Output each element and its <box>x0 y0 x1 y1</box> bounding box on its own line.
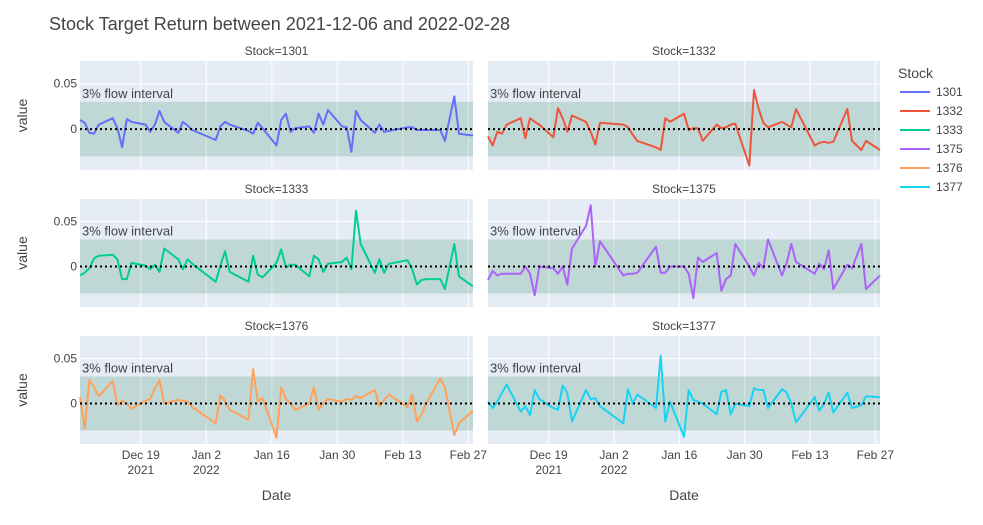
series-line-1376 <box>79 368 474 439</box>
x-tick-label: Jan 30 <box>727 448 763 462</box>
plot-background <box>80 336 473 444</box>
y-tick-label: 0.05 <box>54 352 78 366</box>
y-tick-label: 0.05 <box>54 77 78 91</box>
y-tick-label: 0 <box>70 122 77 136</box>
plot-background <box>80 199 473 307</box>
panel-label: Stock=1301 <box>245 44 309 58</box>
legend-item-1376[interactable]: 1376 <box>900 161 963 175</box>
legend-item-1377[interactable]: 1377 <box>900 180 963 194</box>
x-tick-label: Dec 19 <box>122 448 160 462</box>
flow-interval-label: 3% flow interval <box>490 86 581 101</box>
x-axis-title: Date <box>669 487 699 503</box>
panel-label: Stock=1333 <box>245 182 309 196</box>
y-axis-title: value <box>14 236 30 270</box>
x-tick-label: Jan 2 <box>192 448 222 462</box>
panel-1375: 3% flow interval Stock=1375 <box>487 182 881 307</box>
legend-label: 1377 <box>936 180 963 194</box>
x-tick-year-label: 2021 <box>127 463 154 477</box>
legend-item-1301[interactable]: 1301 <box>900 85 963 99</box>
legend-item-1332[interactable]: 1332 <box>900 104 963 118</box>
series-line-1377 <box>487 354 881 438</box>
x-tick-year-label: 2021 <box>535 463 562 477</box>
panel-label: Stock=1377 <box>652 319 716 333</box>
panel-label: Stock=1332 <box>652 44 716 58</box>
flow-interval-label: 3% flow interval <box>490 361 581 376</box>
x-axis-title: Date <box>262 487 292 503</box>
x-tick-label: Jan 16 <box>254 448 290 462</box>
plot-background <box>80 61 473 170</box>
flow-interval-label: 3% flow interval <box>82 361 173 376</box>
legend-label: 1301 <box>936 85 963 99</box>
plot-background <box>488 336 880 444</box>
x-tick-label: Jan 16 <box>661 448 697 462</box>
series-line-1333 <box>79 209 474 290</box>
panel-label: Stock=1375 <box>652 182 716 196</box>
x-tick-label: Feb 13 <box>384 448 422 462</box>
legend-label: 1333 <box>936 123 963 137</box>
x-tick-year-label: 2022 <box>193 463 220 477</box>
panel-label: Stock=1376 <box>245 319 309 333</box>
flow-interval-label: 3% flow interval <box>82 86 173 101</box>
x-tick-label: Dec 19 <box>530 448 568 462</box>
panel-1332: 3% flow interval Stock=1332 <box>487 44 881 170</box>
legend-label: 1375 <box>936 142 963 156</box>
flow-interval-label: 3% flow interval <box>490 224 581 239</box>
series-line-1375 <box>487 204 881 299</box>
x-tick-label: Jan 30 <box>319 448 355 462</box>
series-line-1301 <box>79 95 474 153</box>
y-tick-label: 0 <box>70 260 77 274</box>
legend-label: 1332 <box>936 104 963 118</box>
legend-label: 1376 <box>936 161 963 175</box>
legend-item-1375[interactable]: 1375 <box>900 142 963 156</box>
x-tick-label: Feb 13 <box>791 448 829 462</box>
y-axis-title: value <box>14 373 30 407</box>
panel-1376: 3% flow interval Stock=1376 0 0.05 value Dec … <box>14 319 487 503</box>
x-tick-year-label: 2022 <box>601 463 628 477</box>
legend-title: Stock <box>898 65 934 81</box>
panel-1301: 3% flow interval Stock=1301 0 0.05 value <box>14 44 474 170</box>
y-tick-label: 0.05 <box>54 215 78 229</box>
x-tick-label: Feb 27 <box>857 448 895 462</box>
x-tick-label: Jan 2 <box>599 448 629 462</box>
legend-item-1333[interactable]: 1333 <box>900 123 963 137</box>
y-axis-title: value <box>14 99 30 133</box>
panel-1333: 3% flow interval Stock=1333 0 0.05 value <box>14 182 474 307</box>
y-tick-label: 0 <box>70 397 77 411</box>
flow-interval-label: 3% flow interval <box>82 224 173 239</box>
chart-title: Stock Target Return between 2021-12-06 a… <box>49 14 510 34</box>
series-line-1332 <box>487 89 881 167</box>
plot-background <box>488 199 880 307</box>
x-tick-label: Feb 27 <box>450 448 488 462</box>
